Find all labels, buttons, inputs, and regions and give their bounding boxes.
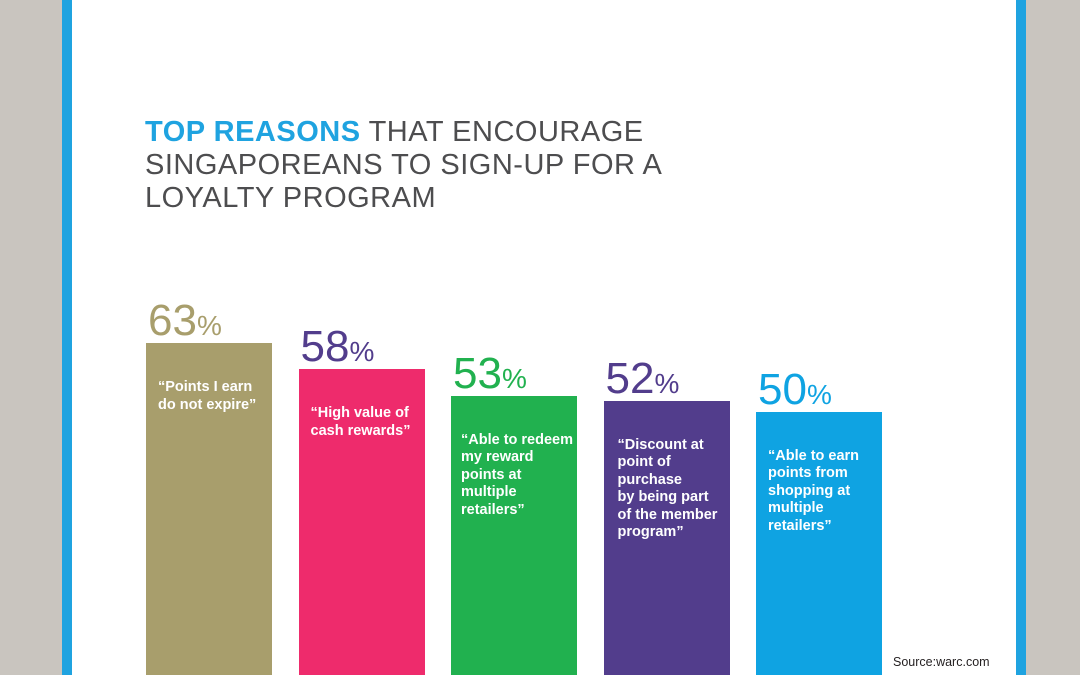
bar-label-3: “Able to redeem my reward points at mult… [461, 431, 573, 518]
value-number-4: 52 [605, 353, 655, 403]
value-label-5: 50% [758, 364, 832, 417]
bar-5 [756, 411, 882, 675]
percent-sign: % [806, 378, 832, 410]
value-label-2: 58% [301, 325, 375, 374]
bar-2 [298, 369, 425, 675]
bar-label-4: “Discount at point of purchase by being … [617, 436, 718, 541]
percent-sign: % [349, 336, 375, 368]
chart-title-accent: TOP REASONS [145, 116, 361, 148]
bar-1 [146, 343, 272, 675]
value-number-5: 50 [758, 364, 807, 414]
value-label-3: 53% [453, 348, 527, 401]
percent-sign: % [196, 310, 222, 341]
value-label-1: 63% [148, 299, 222, 348]
bar-label-2: “High value of cash rewards” [310, 405, 411, 439]
bar-label-5: “Able to earn points from shopping at mu… [768, 447, 860, 534]
percent-sign: % [501, 362, 527, 394]
source-note: Source:warc.com [893, 655, 990, 669]
bar-label-1: “Points I earn do not expire” [158, 379, 257, 413]
chart-title-rest: THAT ENCOURAGE SINGAPOREANS TO SIGN-UP F… [145, 116, 661, 214]
chart-title: TOP REASONS THAT ENCOURAGE SINGAPOREANS … [145, 116, 705, 215]
value-number-2: 58 [300, 322, 350, 372]
bar-3 [451, 395, 577, 675]
bar-4 [603, 400, 730, 675]
value-number-1: 63 [148, 296, 197, 345]
value-number-3: 53 [453, 348, 502, 398]
percent-sign: % [654, 367, 680, 399]
value-label-4: 52% [605, 353, 680, 406]
